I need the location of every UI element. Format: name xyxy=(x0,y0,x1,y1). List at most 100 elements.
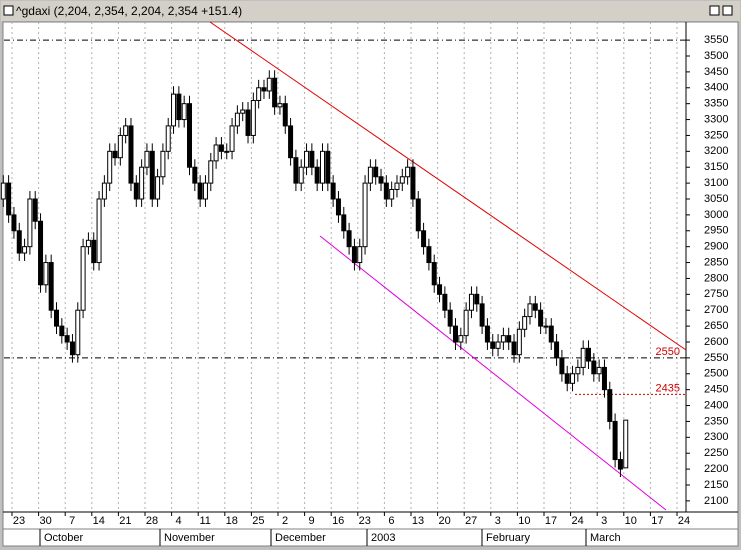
candle-body xyxy=(437,284,443,295)
candle-body xyxy=(570,373,576,384)
candle-body xyxy=(484,325,490,343)
candle-body xyxy=(399,176,405,184)
y-tick-label: 2900 xyxy=(704,241,728,253)
window-title: ^gdaxi (2,204, 2,354, 2,204, 2,354 +151.… xyxy=(16,4,242,18)
candle-body xyxy=(80,246,86,311)
candle-body xyxy=(516,328,522,356)
candle-body xyxy=(213,144,219,162)
y-tick-label: 3350 xyxy=(704,98,728,110)
candle-body xyxy=(415,198,421,232)
candle-body xyxy=(559,357,565,375)
candle-body xyxy=(75,309,81,356)
candle-body xyxy=(474,293,480,305)
x-tick-label: 24 xyxy=(678,515,690,527)
x-tick-label: 25 xyxy=(252,515,264,527)
x-tick-label: 2 xyxy=(282,515,288,527)
y-tick-label: 2550 xyxy=(704,352,728,364)
candle-body xyxy=(325,150,331,184)
y-tick-label: 2700 xyxy=(704,304,728,316)
y-tick-label: 2100 xyxy=(704,495,728,507)
candle-body xyxy=(22,246,28,254)
y-tick-label: 2850 xyxy=(704,256,728,268)
x-tick-label: 17 xyxy=(545,515,557,527)
x-tick-label: 24 xyxy=(571,515,583,527)
upper-trendline xyxy=(209,21,687,351)
y-tick-label: 2800 xyxy=(704,272,728,284)
candle-body xyxy=(394,182,400,190)
candle-body xyxy=(256,87,262,101)
candle-body xyxy=(335,198,341,216)
candle-body xyxy=(405,166,411,178)
level-label: 2550 xyxy=(656,346,680,358)
candle-body xyxy=(208,160,214,184)
x-tick-label: 4 xyxy=(176,515,182,527)
x-tick-label: 18 xyxy=(226,515,238,527)
candle-body xyxy=(601,366,607,391)
candle-body xyxy=(500,335,506,343)
candle-body xyxy=(468,293,474,311)
candle-body xyxy=(309,150,315,168)
candle-body xyxy=(607,389,613,422)
candle-body xyxy=(250,99,256,136)
month-label: December xyxy=(275,532,326,544)
candle-body xyxy=(351,246,357,264)
candle-body xyxy=(298,166,304,184)
candle-body xyxy=(538,309,544,327)
x-tick-label: 20 xyxy=(438,515,450,527)
month-label: March xyxy=(590,532,621,544)
month-label: October xyxy=(44,532,83,544)
x-tick-label: 21 xyxy=(119,515,131,527)
candle-body xyxy=(245,109,251,136)
lower-trendline xyxy=(319,235,667,511)
x-tick-label: 7 xyxy=(69,515,75,527)
x-tick-label: 23 xyxy=(13,515,25,527)
y-tick-label: 3250 xyxy=(704,129,728,141)
close-button[interactable] xyxy=(722,5,733,16)
x-tick-label: 16 xyxy=(332,515,344,527)
candle-body xyxy=(580,347,586,368)
x-tick-label: 10 xyxy=(518,515,530,527)
candle-body xyxy=(304,150,310,168)
x-tick-label: 3 xyxy=(495,515,501,527)
candle-body xyxy=(6,182,12,216)
candle-body xyxy=(511,341,517,356)
candle-body xyxy=(389,188,395,200)
candle-body xyxy=(224,150,230,153)
candle-body xyxy=(38,220,44,286)
candle-body xyxy=(272,77,278,108)
candle-body xyxy=(378,176,384,184)
y-tick-label: 3200 xyxy=(704,145,728,157)
y-tick-label: 2200 xyxy=(704,463,728,475)
candle-body xyxy=(447,309,453,327)
y-tick-label: 2150 xyxy=(704,479,728,491)
y-tick-label: 3050 xyxy=(704,193,728,205)
x-tick-label: 23 xyxy=(359,515,371,527)
y-tick-label: 3550 xyxy=(704,34,728,46)
y-tick-label: 3500 xyxy=(704,50,728,62)
candle-body xyxy=(139,166,145,200)
candle-body xyxy=(54,309,59,327)
candle-body xyxy=(229,125,235,152)
candle-body xyxy=(155,176,161,200)
candle-body xyxy=(282,103,288,127)
candle-body xyxy=(479,303,485,327)
candle-body xyxy=(426,246,432,264)
y-tick-label: 2500 xyxy=(704,368,728,380)
candle-body xyxy=(59,325,65,337)
candle-body xyxy=(495,341,501,349)
candle-body xyxy=(373,166,379,178)
candle-body xyxy=(218,144,224,152)
x-tick-label: 10 xyxy=(625,515,637,527)
candle-body xyxy=(586,347,591,362)
x-tick-label: 17 xyxy=(651,515,663,527)
y-tick-label: 3450 xyxy=(704,66,728,78)
candle-body xyxy=(575,366,581,375)
candle-body xyxy=(101,182,107,200)
candle-body xyxy=(341,214,347,232)
window-icon[interactable] xyxy=(3,5,14,16)
restore-button[interactable] xyxy=(709,5,720,16)
candle-body xyxy=(591,360,597,375)
month-label: November xyxy=(164,532,215,544)
candle-body xyxy=(117,134,123,159)
candle-body xyxy=(197,182,203,200)
